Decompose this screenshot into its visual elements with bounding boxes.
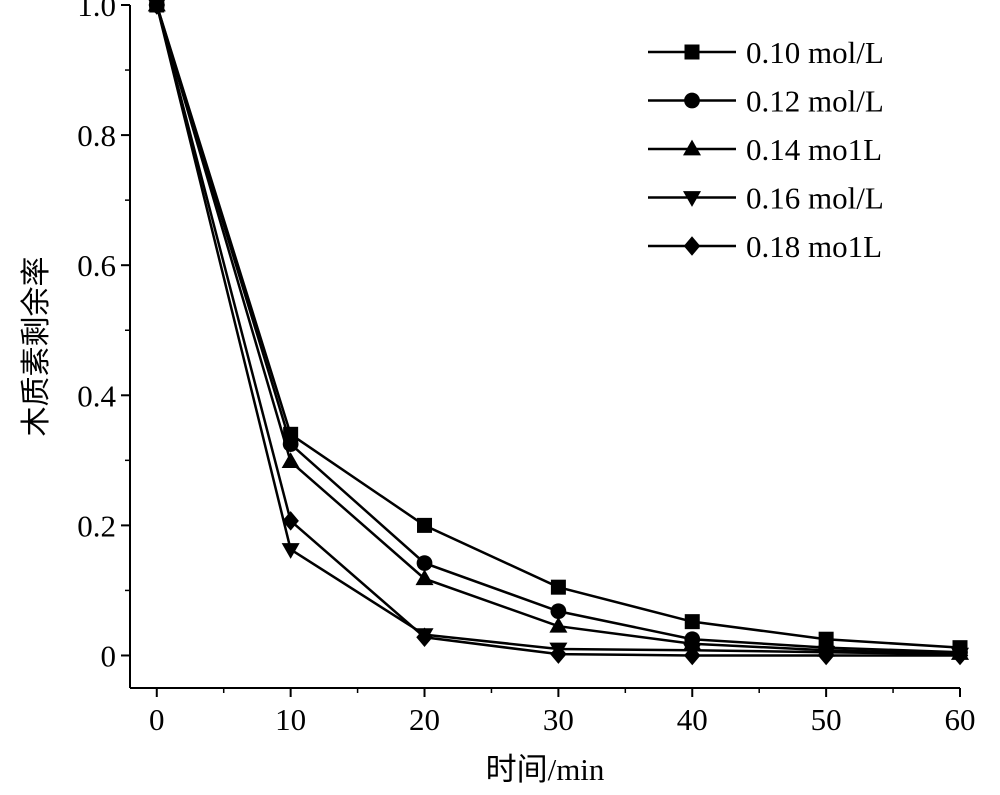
legend-marker — [683, 236, 701, 256]
y-tick-label: 0.6 — [77, 248, 116, 283]
legend-item: 0.16 mol/L — [648, 181, 884, 216]
legend-item: 0.14 mo1L — [648, 132, 882, 167]
series-5 — [148, 0, 969, 666]
legend: 0.10 mol/L 0.12 mol/L 0.14 mo1L 0.16 mol/L 0… — [648, 35, 884, 264]
x-tick-label: 50 — [811, 702, 842, 737]
data-point — [550, 644, 567, 664]
data-point — [415, 569, 434, 586]
y-axis-label: 木质素剩余率 — [20, 257, 53, 437]
x-tick-label: 30 — [543, 702, 574, 737]
x-tick-label: 0 — [149, 702, 165, 737]
legend-item: 0.12 mol/L — [648, 84, 884, 119]
y-tick-label: 0.2 — [77, 508, 116, 543]
data-point — [148, 0, 166, 15]
data-point — [684, 645, 701, 666]
legend-marker — [684, 92, 700, 109]
data-point — [951, 645, 969, 666]
y-tick-label: 0.4 — [77, 378, 116, 413]
y-tick-label: 0.8 — [77, 118, 116, 153]
data-point — [417, 517, 433, 533]
data-point — [416, 555, 433, 571]
y-tick-label: 0 — [101, 638, 117, 673]
data-point — [550, 603, 567, 620]
data-point — [817, 645, 835, 666]
data-point — [549, 616, 568, 633]
legend-label: 0.14 mo1L — [746, 132, 882, 167]
legend-label: 0.12 mol/L — [746, 84, 884, 119]
legend-label: 0.16 mol/L — [746, 181, 884, 216]
legend-marker — [684, 44, 700, 60]
data-point — [282, 511, 299, 531]
data-point — [281, 452, 300, 469]
x-tick-label: 60 — [945, 702, 976, 737]
legend-label: 0.18 mo1L — [746, 229, 882, 264]
y-tick-label: 1.0 — [77, 0, 116, 23]
data-point — [416, 627, 433, 648]
x-tick-label: 20 — [409, 702, 440, 737]
legend-marker — [683, 139, 701, 156]
data-point — [684, 614, 700, 630]
legend-marker — [683, 191, 701, 207]
data-point — [281, 543, 300, 559]
x-tick-label: 10 — [275, 702, 306, 737]
data-point — [550, 579, 566, 595]
legend-item: 0.10 mol/L — [648, 35, 884, 70]
x-axis-label: 时间/min — [486, 752, 605, 787]
legend-item: 0.18 mo1L — [648, 229, 882, 264]
x-tick-label: 40 — [677, 702, 708, 737]
legend-label: 0.10 mol/L — [746, 35, 884, 70]
